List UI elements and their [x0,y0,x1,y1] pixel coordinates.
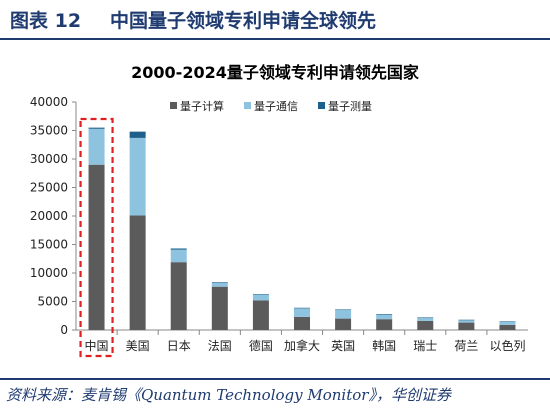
bar-segment [88,128,105,165]
bar-segment [129,215,146,330]
header-rule [0,38,550,40]
bar-segment [499,321,516,323]
bar-segment [170,262,187,330]
bar-segment [252,294,269,301]
y-tick-label: 30000 [30,152,68,166]
bar-segment [88,127,105,129]
source-note: 资料来源：麦肯锡《Quantum Technology Monitor》，华创证… [6,386,451,404]
category-label: 美国 [126,339,150,353]
category-label: 加拿大 [284,338,320,353]
y-tick-label: 25000 [30,181,68,195]
chart-title: 2000-2024量子领域专利申请领先国家 [131,63,420,82]
legend-label: 量子通信 [254,100,298,113]
bar-segment [458,322,475,330]
category-label: 法国 [208,339,232,353]
bar-segment [376,319,393,330]
bar-segment [170,248,187,250]
bar-segment [417,318,434,321]
bar-segment [376,314,393,315]
figure-header: 图表 12 中国量子领域专利申请全球领先 [0,0,550,40]
legend-swatch [244,102,251,109]
bar-segment [294,308,310,317]
bar-segment [335,310,352,319]
y-tick-label: 15000 [30,238,68,252]
y-tick-label: 20000 [30,209,68,223]
bar-segment [88,164,105,330]
category-label: 中国 [85,338,109,353]
bar-segment [294,307,310,309]
y-tick-label: 0 [60,323,68,337]
bar-segment [211,282,228,287]
bar-segment [211,286,228,330]
legend-label: 量子计算 [180,99,224,113]
category-label: 韩国 [372,338,396,353]
bar-segment [252,294,269,295]
figure-label: 图表 12 [10,10,82,32]
bar-segment [376,314,393,320]
bar-segment [499,324,516,330]
bar-segment [129,131,146,138]
category-label: 日本 [167,339,191,353]
bar-segment [211,282,228,283]
bar-segment [170,249,187,263]
legend-swatch [318,102,325,109]
legend-swatch [170,102,177,109]
bar-segment [417,317,434,319]
category-label: 瑞士 [413,339,437,353]
y-tick-label: 5000 [37,295,68,309]
category-label: 英国 [331,339,355,353]
category-label: 荷兰 [454,339,478,353]
china-highlight-box [79,117,114,358]
figure-title: 中国量子领域专利申请全球领先 [110,10,377,32]
bar-segment [252,300,269,330]
bar-segment [458,319,475,321]
y-tick-label: 40000 [30,95,68,109]
bars [88,127,516,330]
category-label: 以色列 [489,339,525,353]
bar-segment [417,320,434,330]
bar-segment [335,309,352,311]
footer-rule [0,378,550,380]
bar-segment [458,320,475,323]
legend-label: 量子测量 [328,100,372,113]
bar-segment [335,318,352,330]
bar-segment [294,316,310,330]
legend: 量子计算 量子通信 量子测量 [170,99,372,113]
highlight [79,117,114,358]
bar-segment [499,322,516,325]
y-tick-label: 10000 [30,266,68,280]
category-label: 德国 [249,338,273,353]
x-axis: 中国 美国 日本 法国 德国 加拿大 英国 韩国 瑞士 荷兰 以色列 [85,330,525,353]
y-tick-label: 35000 [30,124,68,138]
bar-segment [129,137,146,216]
patent-chart: 2000-2024量子领域专利申请领先国家 0 5000 10000 15000 200… [30,63,528,358]
